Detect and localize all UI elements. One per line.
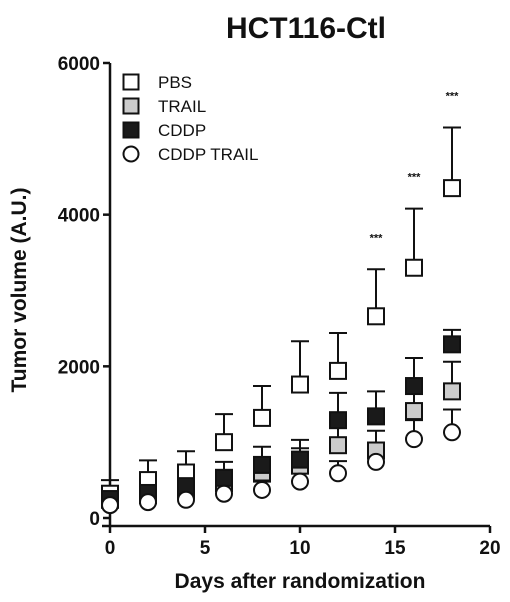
chart-title: HCT116-Ctl <box>226 12 386 45</box>
legend-marker-cddp <box>122 121 140 139</box>
legend-marker-cddp-trail <box>122 145 140 163</box>
y-tick-label: 4000 <box>58 206 100 227</box>
y-tick-label: 2000 <box>58 357 100 378</box>
y-tick-label: 0 <box>89 509 100 530</box>
x-tick-label: 10 <box>289 538 310 559</box>
point-cddp-trail <box>367 452 385 471</box>
point-cddp-trail <box>405 430 423 449</box>
point-cddp-trail <box>253 480 271 499</box>
point-cddp-trail <box>139 493 157 512</box>
point-cddp <box>215 468 233 487</box>
legend-label-pbs: PBS <box>158 73 192 92</box>
y-tick-label: 6000 <box>58 54 100 75</box>
point-cddp <box>443 335 461 354</box>
point-cddp <box>291 450 309 469</box>
significance-label: *** <box>408 172 422 184</box>
point-pbs <box>367 307 385 326</box>
point-pbs <box>405 258 423 277</box>
x-axis-title: Days after randomization <box>175 570 426 593</box>
point-pbs <box>291 375 309 394</box>
x-tick-label: 0 <box>105 538 116 559</box>
point-pbs <box>253 408 271 427</box>
legend: PBS TRAIL CDDP CDDP TRAIL <box>122 73 258 164</box>
x-tick-label: 5 <box>200 538 211 559</box>
significance-annotations: *** *** *** <box>370 90 460 244</box>
point-cddp-trail <box>329 464 347 483</box>
significance-label: *** <box>446 90 460 102</box>
x-tick-label: 15 <box>384 538 406 559</box>
x-tick-label: 20 <box>479 538 500 559</box>
point-trail <box>329 436 347 455</box>
point-pbs <box>215 433 233 452</box>
point-cddp-trail <box>177 490 195 509</box>
point-cddp-trail <box>443 423 461 442</box>
point-cddp <box>367 407 385 426</box>
point-cddp-trail <box>215 484 233 503</box>
axes: 0 2000 4000 6000 0 5 10 15 20 <box>58 54 501 559</box>
error-bars <box>101 126 461 506</box>
point-pbs <box>443 179 461 198</box>
point-cddp <box>329 411 347 430</box>
legend-marker-trail <box>122 97 140 115</box>
significance-label: *** <box>370 232 384 244</box>
point-cddp <box>253 455 271 474</box>
data-markers <box>101 179 461 515</box>
point-cddp <box>405 377 423 396</box>
point-trail <box>405 402 423 421</box>
legend-label-trail: TRAIL <box>158 97 206 116</box>
point-cddp-trail <box>101 496 119 515</box>
legend-label-cddp-trail: CDDP TRAIL <box>158 145 258 164</box>
point-trail <box>443 382 461 401</box>
legend-label-cddp: CDDP <box>158 121 206 140</box>
point-cddp-trail <box>291 472 309 491</box>
point-pbs <box>329 361 347 380</box>
y-axis-title: Tumor volume (A.U.) <box>8 188 31 393</box>
legend-marker-pbs <box>122 73 140 91</box>
